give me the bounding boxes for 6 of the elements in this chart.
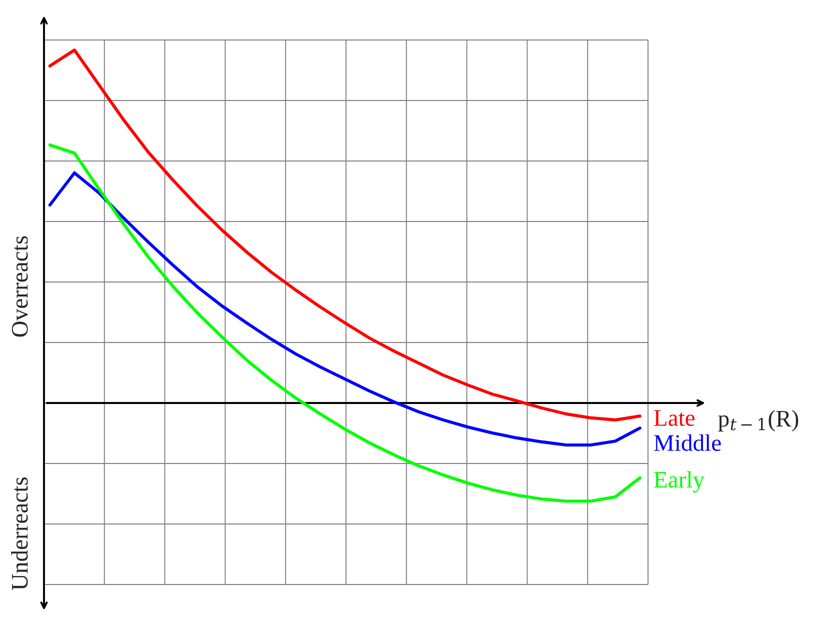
text: Underreacts <box>11 477 28 590</box>
series-label: Late <box>654 410 695 426</box>
series-label: Early <box>654 471 704 493</box>
x-axis-title: p$_{t−1}$(R) <box>718 410 798 432</box>
text: Overreacts <box>12 236 28 337</box>
series-label: Middle <box>654 434 721 451</box>
